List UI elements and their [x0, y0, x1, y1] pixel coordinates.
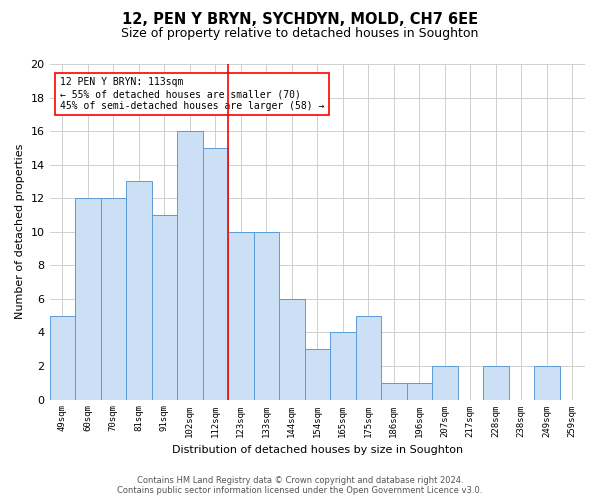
Bar — [152, 215, 177, 400]
X-axis label: Distribution of detached houses by size in Soughton: Distribution of detached houses by size … — [172, 445, 463, 455]
Bar — [177, 131, 203, 400]
Bar — [381, 383, 407, 400]
Bar — [254, 232, 279, 400]
Bar — [228, 232, 254, 400]
Bar — [126, 182, 152, 400]
Y-axis label: Number of detached properties: Number of detached properties — [15, 144, 25, 320]
Bar — [407, 383, 432, 400]
Bar — [534, 366, 560, 400]
Bar — [101, 198, 126, 400]
Bar — [432, 366, 458, 400]
Bar — [75, 198, 101, 400]
Bar — [279, 299, 305, 400]
Text: 12 PEN Y BRYN: 113sqm
← 55% of detached houses are smaller (70)
45% of semi-deta: 12 PEN Y BRYN: 113sqm ← 55% of detached … — [60, 78, 325, 110]
Text: Size of property relative to detached houses in Soughton: Size of property relative to detached ho… — [121, 28, 479, 40]
Bar — [50, 316, 75, 400]
Text: 12, PEN Y BRYN, SYCHDYN, MOLD, CH7 6EE: 12, PEN Y BRYN, SYCHDYN, MOLD, CH7 6EE — [122, 12, 478, 28]
Bar — [203, 148, 228, 400]
Bar — [483, 366, 509, 400]
Bar — [356, 316, 381, 400]
Bar — [330, 332, 356, 400]
Text: Contains HM Land Registry data © Crown copyright and database right 2024.
Contai: Contains HM Land Registry data © Crown c… — [118, 476, 482, 495]
Bar — [305, 349, 330, 400]
